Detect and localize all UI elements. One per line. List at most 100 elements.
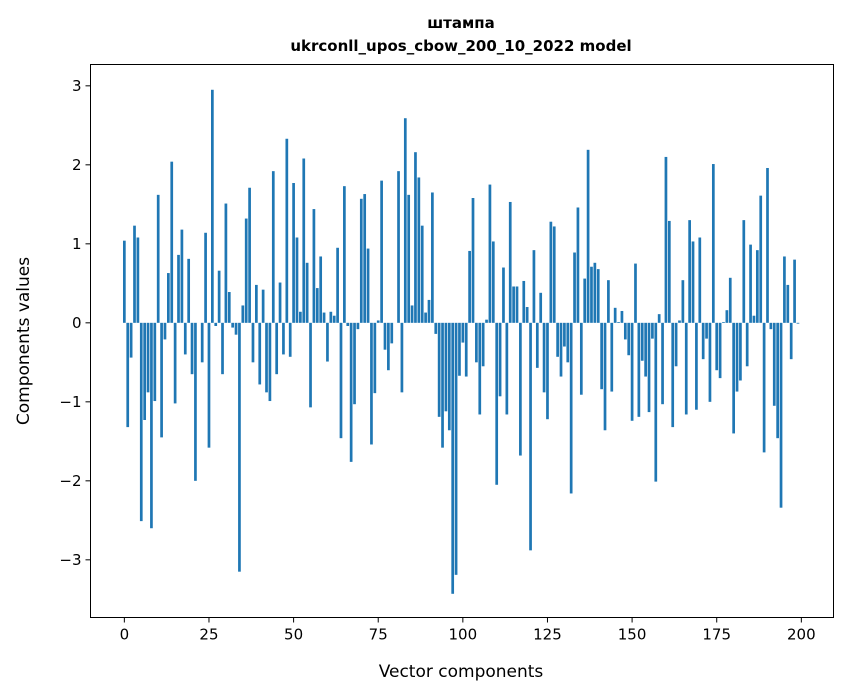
bar (739, 323, 742, 381)
bar (726, 310, 729, 323)
x-tick-label: 50 (284, 626, 303, 644)
bar (238, 323, 241, 572)
bar (313, 209, 316, 323)
bar (373, 323, 376, 393)
bar (269, 323, 272, 401)
chart-subtitle: ukrconll_upos_cbow_200_10_2022 model (290, 37, 631, 55)
bar (401, 323, 404, 393)
bar (705, 323, 708, 339)
bar (451, 323, 454, 594)
bar (153, 323, 156, 401)
bar (174, 323, 177, 404)
bar (773, 323, 776, 406)
bar (729, 278, 732, 323)
bar (627, 323, 630, 355)
bar (719, 323, 722, 378)
bar (661, 323, 664, 404)
bar (126, 323, 129, 427)
bar (181, 230, 184, 323)
chart-title: штампа (427, 14, 495, 32)
bar (377, 320, 380, 322)
bar (485, 320, 488, 323)
bar (553, 226, 556, 322)
bar (695, 323, 698, 410)
bar (641, 323, 644, 361)
bar (539, 293, 542, 323)
x-tick-label: 0 (120, 626, 130, 644)
bar (245, 219, 248, 323)
bar (756, 250, 759, 323)
bar (133, 226, 136, 323)
x-tick-label: 75 (369, 626, 388, 644)
bar (770, 323, 773, 329)
bar (448, 323, 451, 430)
bar (431, 192, 434, 322)
bar (357, 323, 360, 329)
bar (594, 263, 597, 323)
bar (404, 118, 407, 323)
bar (363, 194, 366, 323)
bar (333, 316, 336, 323)
bar (272, 171, 275, 323)
bar (397, 171, 400, 323)
bar (370, 323, 373, 445)
x-tick-label: 200 (787, 626, 816, 644)
bar (424, 313, 427, 323)
bar (505, 323, 508, 415)
bar (644, 323, 647, 377)
bar (123, 241, 126, 323)
bar (289, 323, 292, 357)
bar (326, 323, 329, 362)
bar (265, 323, 268, 393)
bar (336, 248, 339, 323)
bar (617, 322, 620, 323)
bar (258, 323, 261, 385)
x-tick-label: 150 (618, 626, 647, 644)
bar (255, 285, 258, 323)
bar (279, 283, 282, 323)
bar (170, 162, 173, 323)
bar (634, 264, 637, 323)
y-tick-label: 1 (72, 235, 82, 253)
bar (516, 286, 519, 322)
x-tick-label: 125 (533, 626, 562, 644)
bar (715, 323, 718, 370)
bar (577, 207, 580, 322)
bar (143, 323, 146, 420)
bar (262, 290, 265, 323)
y-tick-label: 3 (72, 77, 82, 95)
bar (150, 323, 153, 528)
bar (221, 323, 224, 374)
bar (296, 238, 299, 323)
bar (546, 323, 549, 419)
bar (461, 323, 464, 343)
bar (367, 249, 370, 323)
bar (140, 323, 143, 521)
x-tick-label: 100 (449, 626, 478, 644)
bar (742, 220, 745, 323)
bar (390, 323, 393, 344)
bar (472, 198, 475, 323)
bar (533, 250, 536, 323)
bar (475, 323, 478, 363)
bars (123, 90, 799, 594)
bar (736, 323, 739, 392)
bar (692, 241, 695, 322)
bar (587, 150, 590, 323)
y-tick-label: −3 (59, 551, 81, 569)
bar (489, 185, 492, 323)
bar (668, 221, 671, 323)
bar (194, 323, 197, 481)
bar (688, 220, 691, 323)
y-tick-label: 0 (72, 314, 82, 332)
bar (671, 323, 674, 427)
bar (204, 233, 207, 323)
bar (306, 263, 309, 323)
bar (560, 323, 563, 377)
bar (137, 238, 140, 323)
bar (346, 323, 349, 326)
bar (316, 288, 319, 323)
bar (536, 323, 539, 368)
